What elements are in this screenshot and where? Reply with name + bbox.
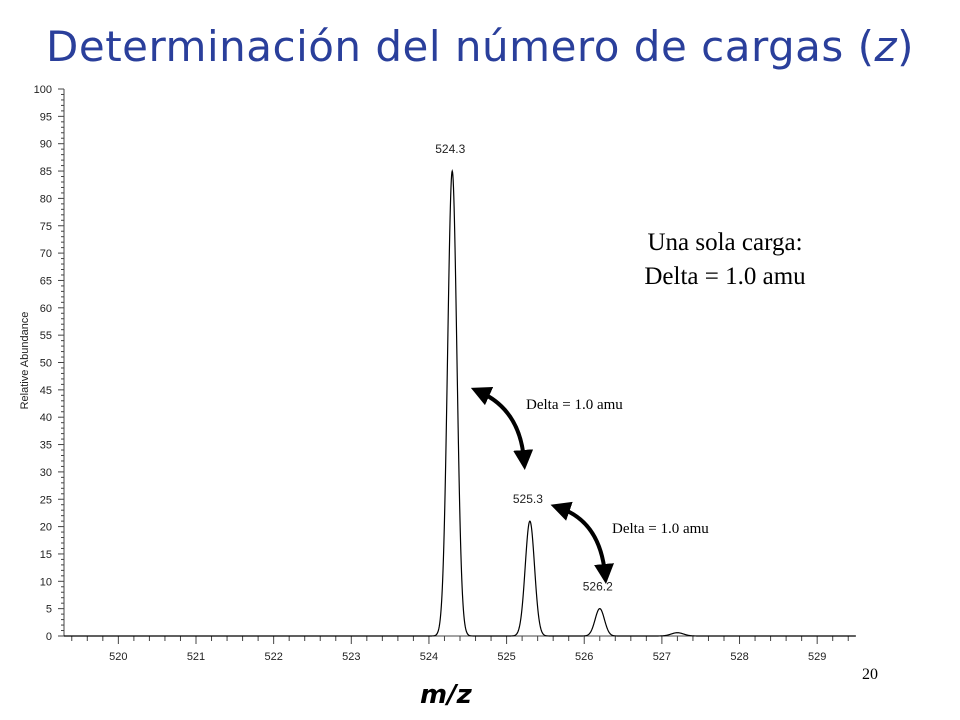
y-tick-label: 65	[40, 275, 52, 287]
y-tick-label: 0	[46, 631, 52, 643]
title-main-text: Determinación del número de cargas (	[46, 22, 875, 71]
y-tick-label: 10	[40, 576, 52, 588]
y-tick-label: 5	[46, 604, 52, 616]
x-tick-label: 527	[653, 651, 671, 663]
delta-arrow-2	[550, 501, 614, 584]
y-tick-label: 90	[40, 139, 52, 151]
title-close-paren: )	[897, 22, 914, 71]
peak-label: 524.3	[435, 142, 465, 156]
x-tick-label: 520	[109, 651, 127, 663]
charge-note: Una sola carga: Delta = 1.0 amu	[600, 226, 850, 294]
x-tick-label: 522	[264, 651, 282, 663]
y-tick-label: 40	[40, 412, 52, 424]
y-tick-label: 50	[40, 358, 52, 370]
y-tick-label: 100	[34, 84, 52, 96]
y-tick-label: 20	[40, 522, 52, 534]
y-tick-label: 15	[40, 549, 52, 561]
x-tick-label: 523	[342, 651, 360, 663]
peak-label: 525.3	[513, 492, 543, 506]
y-tick-label: 95	[40, 111, 52, 123]
y-tick-label: 70	[40, 248, 52, 260]
peak-label: 526.2	[583, 580, 613, 594]
x-tick-label: 528	[730, 651, 748, 663]
y-tick-label: 60	[40, 303, 52, 315]
y-tick-label: 35	[40, 440, 52, 452]
note-line-1: Una sola carga:	[647, 229, 803, 256]
delta-label-2: Delta = 1.0 amu	[612, 521, 709, 537]
y-tick-label: 45	[40, 385, 52, 397]
delta-arrow-1	[470, 386, 534, 470]
x-tick-label: 525	[497, 651, 515, 663]
x-tick-label: 524	[420, 651, 438, 663]
spectrum-trace	[64, 168, 856, 637]
y-tick-label: 80	[40, 193, 52, 205]
y-axis-title: Relative Abundance	[19, 312, 31, 410]
x-tick-label: 529	[808, 651, 826, 663]
y-tick-label: 75	[40, 221, 52, 233]
x-tick-label: 521	[187, 651, 205, 663]
note-line-2: Delta = 1.0 amu	[644, 263, 806, 290]
slide-number: 20	[862, 666, 878, 683]
x-axis-label: m/z	[420, 680, 472, 710]
page-title: Determinación del número de cargas (z)	[0, 22, 960, 71]
y-tick-label: 30	[40, 467, 52, 479]
delta-label-1: Delta = 1.0 amu	[526, 397, 623, 413]
y-tick-label: 85	[40, 166, 52, 178]
title-variable: z	[874, 22, 898, 71]
x-tick-label: 526	[575, 651, 593, 663]
y-tick-label: 55	[40, 330, 52, 342]
y-tick-label: 25	[40, 494, 52, 506]
